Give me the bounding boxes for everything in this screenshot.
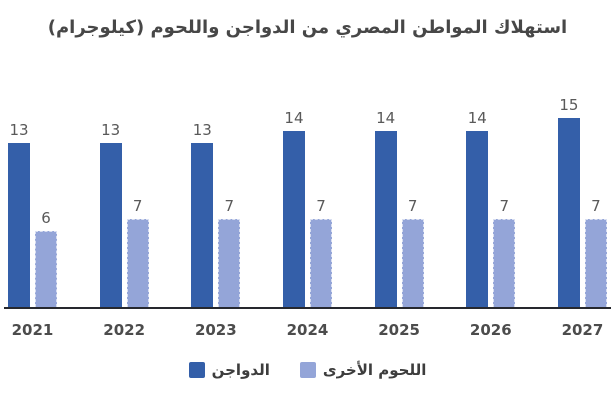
bar-col: 13	[99, 121, 122, 308]
bar-col: 7	[218, 197, 241, 308]
legend-label: اللحوم الأخرى	[322, 361, 427, 380]
bar-series-0	[191, 143, 214, 308]
chart-title: استهلاك المواطن المصري من الدواجن واللحو…	[47, 17, 568, 38]
bar-col: 7	[493, 197, 516, 308]
legend-swatch-icon	[188, 362, 205, 379]
bar-value-label: 7	[316, 197, 326, 216]
bar-col: 13	[8, 121, 30, 308]
x-axis-labels: 2021 2022 2023 2024 2025 2026 2027	[4, 309, 611, 339]
bar-series-0	[99, 143, 122, 308]
bar-col: 7	[126, 197, 149, 308]
bar-group-2023: 13 7	[191, 121, 241, 308]
x-axis-label-2025: 2025	[378, 321, 420, 340]
bar-col: 15	[557, 96, 580, 308]
bar-group-2021: 13 6	[8, 121, 57, 308]
bar-value-label: 13	[9, 121, 29, 140]
legend-item-1: اللحوم الأخرى	[299, 361, 427, 380]
bar-series-0	[374, 131, 397, 308]
bar-value-label: 15	[559, 96, 579, 115]
bar-series-1	[218, 219, 241, 308]
bar-value-label: 14	[467, 109, 487, 128]
bar-series-0	[282, 131, 305, 308]
x-axis-label-2026: 2026	[469, 321, 512, 340]
bar-chart-plot: 13 6 13 7 13 7 14 7 14 7 14 7 15 7	[4, 55, 611, 310]
bar-col: 7	[401, 197, 424, 308]
legend-item-0: الدواجن	[188, 361, 270, 380]
x-axis-label-2021: 2021	[11, 321, 54, 340]
bar-value-label: 7	[499, 197, 510, 216]
x-axis-label-2023: 2023	[194, 321, 237, 340]
bar-series-0	[8, 143, 30, 308]
chart-legend: الدواجن اللحوم الأخرى	[0, 361, 615, 379]
bar-group-2022: 13 7	[99, 121, 149, 308]
bar-group-2027: 15 7	[557, 96, 607, 308]
bar-value-label: 7	[224, 197, 235, 216]
bar-col: 6	[35, 209, 57, 308]
bar-series-0	[466, 131, 489, 308]
x-axis-label-2027: 2027	[561, 321, 604, 340]
bar-col: 14	[282, 109, 305, 308]
bar-group-2025: 14 7	[374, 109, 424, 308]
bar-value-label: 6	[41, 209, 51, 228]
bar-value-label: 7	[591, 197, 601, 216]
bar-series-1	[493, 219, 516, 308]
bar-group-2024: 14 7	[282, 109, 332, 308]
x-axis-label-2024: 2024	[286, 321, 329, 340]
bar-series-1	[584, 219, 607, 308]
x-axis-label-2022: 2022	[103, 321, 146, 340]
bar-col: 14	[374, 109, 397, 308]
bar-series-1	[126, 219, 149, 308]
bar-series-1	[401, 219, 424, 308]
bar-value-label: 7	[132, 197, 143, 216]
bar-value-label: 13	[101, 121, 121, 140]
bar-value-label: 7	[407, 197, 418, 216]
bar-value-label: 13	[192, 121, 212, 140]
bar-col: 7	[309, 197, 332, 308]
bar-series-1	[309, 219, 332, 308]
bar-series-0	[557, 118, 580, 308]
bar-value-label: 14	[376, 109, 396, 128]
bar-col: 13	[191, 121, 214, 308]
bar-group-2026: 14 7	[466, 109, 516, 308]
bar-col: 7	[584, 197, 607, 308]
legend-label: الدواجن	[211, 361, 270, 380]
bar-series-1	[35, 231, 57, 308]
bar-value-label: 14	[284, 109, 304, 128]
legend-swatch-icon	[299, 362, 316, 379]
bar-col: 14	[466, 109, 489, 308]
